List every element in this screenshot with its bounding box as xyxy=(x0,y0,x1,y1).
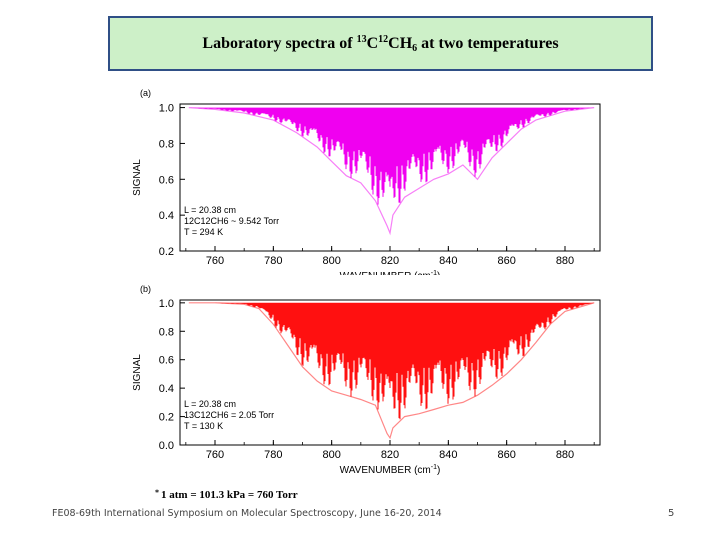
panel-a-spectrum-envelope xyxy=(188,107,595,236)
title-prefix: Laboratory spectra of xyxy=(202,34,357,52)
panel-b-annotation-0: L = 20.38 cm xyxy=(184,399,236,409)
panel-b-xtick-label-840: 840 xyxy=(439,449,457,461)
panel-a-annotation-0: L = 20.38 cm xyxy=(184,205,236,215)
title-isotope-13: 13 xyxy=(356,33,367,45)
panel-a-ytick-label-1.0: 1.0 xyxy=(159,103,174,115)
panel-a-ytick-label-0.2: 0.2 xyxy=(159,246,174,258)
panel-a-xtick-label-880: 880 xyxy=(556,255,574,267)
panel-b-x-axis-title: WAVENUMBER (cm-1) xyxy=(340,464,441,476)
title-suffix: at two temperatures xyxy=(417,34,559,52)
panel-b-xtick-label-760: 760 xyxy=(206,449,224,461)
panel-b-annotation-1: 13C12CH6 = 2.05 Torr xyxy=(184,410,274,420)
panel-a-annotation-1: 12C12CH6 ~ 9.542 Torr xyxy=(184,216,279,226)
slide-title: Laboratory spectra of 13C12CH6 at two te… xyxy=(202,34,558,54)
panel-b-annotation-2: T = 130 K xyxy=(184,421,223,431)
panel-b-xtick-label-820: 820 xyxy=(381,449,399,461)
panel-a-xtick-label-800: 800 xyxy=(322,255,340,267)
spectrum-panel-b: (b) 760 780 800 820 840 860 880 0.0 0.2 0.4 0.6 0.8 1… xyxy=(132,284,601,476)
panel-a-x-axis-title: WAVENUMBER (cm-1) xyxy=(340,270,441,275)
slide-title-box: Laboratory spectra of 13C12CH6 at two te… xyxy=(108,16,653,71)
panel-b-ytick-label-0.8: 0.8 xyxy=(159,326,174,338)
panel-a-ytick-label-0.6: 0.6 xyxy=(159,174,174,186)
pressure-footnote: * 1 atm = 101.3 kPa = 760 Torr xyxy=(155,488,298,501)
slide-footer: FE08-69th International Symposium on Mol… xyxy=(52,508,442,519)
panel-b-spectrum-lines xyxy=(215,302,595,420)
title-subscript-6: 6 xyxy=(412,42,418,54)
panel-a-xtick-label-860: 860 xyxy=(497,255,515,267)
panel-b-ytick-label-0.6: 0.6 xyxy=(159,355,174,367)
page-number: 5 xyxy=(668,508,675,519)
panel-a-xtick-label-840: 840 xyxy=(439,255,457,267)
panel-b-xtick-label-780: 780 xyxy=(264,449,282,461)
panel-b-ytick-label-1.0: 1.0 xyxy=(159,298,174,310)
panel-a-y-axis-title: SIGNAL xyxy=(132,159,143,196)
panel-a-annotation-2: T = 294 K xyxy=(184,227,223,237)
panel-b-ytick-label-0.4: 0.4 xyxy=(159,383,174,395)
panel-a-xtick-label-780: 780 xyxy=(264,255,282,267)
panel-a-ytick-label-0.8: 0.8 xyxy=(159,138,174,150)
panel-b-label: (b) xyxy=(140,284,151,294)
panel-a-xtick-label-760: 760 xyxy=(206,255,224,267)
panel-a-label: (a) xyxy=(140,88,151,98)
panel-b-xtick-label-800: 800 xyxy=(322,449,340,461)
panel-b-ytick-label-0.2: 0.2 xyxy=(159,412,174,424)
panel-b-xtick-label-860: 860 xyxy=(497,449,515,461)
panel-a-spectrum-lines xyxy=(190,107,594,205)
panel-b-y-axis-title: SIGNAL xyxy=(132,354,143,391)
panel-b-xtick-label-880: 880 xyxy=(556,449,574,461)
title-ch: CH xyxy=(388,34,413,52)
panel-a-xtick-label-820: 820 xyxy=(381,255,399,267)
spectrum-panel-a: (a) 760 780 800 820 840 860 880 0.2 0.4 0.6 0.8 1.0 W… xyxy=(132,88,601,275)
panel-b-spectrum-envelope xyxy=(188,302,595,440)
panel-a-ytick-label-0.4: 0.4 xyxy=(159,210,174,222)
footnote-text: 1 atm = 101.3 kPa = 760 Torr xyxy=(161,489,298,501)
title-carbon: C xyxy=(366,34,379,52)
panel-b-ytick-label-0.0: 0.0 xyxy=(159,440,174,452)
title-isotope-12: 12 xyxy=(378,33,389,45)
footnote-star: * xyxy=(155,488,159,497)
